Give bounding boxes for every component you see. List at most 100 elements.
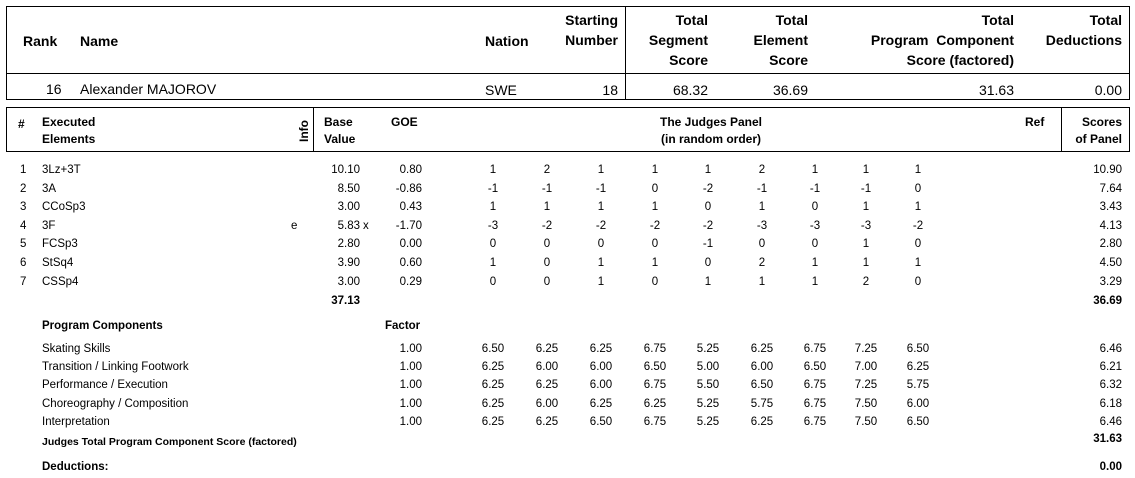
deductions-label: Deductions: xyxy=(42,461,109,473)
element-num: 1 xyxy=(20,164,27,176)
component-judge-mark: 6.25 xyxy=(535,343,559,355)
element-num: 2 xyxy=(20,182,27,195)
header-vline xyxy=(625,6,626,100)
element-judge-mark: -3 xyxy=(860,219,872,232)
scores-col-line xyxy=(1061,107,1062,152)
element-score: 10.90 xyxy=(1093,164,1122,176)
component-judge-mark: 5.25 xyxy=(696,415,720,428)
component-judge-mark: 5.00 xyxy=(696,361,720,374)
component-judge-mark: 6.25 xyxy=(643,397,667,410)
td-line1: Total xyxy=(1089,12,1122,28)
tpcs-line3: Score (factored) xyxy=(906,52,1014,68)
tes-line1: Total xyxy=(775,12,808,28)
component-name: Interpretation xyxy=(42,415,110,428)
skater-rank: 16 xyxy=(46,81,62,97)
component-factor: 1.00 xyxy=(399,361,422,374)
element-judge-mark: 1 xyxy=(758,275,766,288)
element-judge-mark: 1 xyxy=(651,164,659,176)
skater-starting-number: 18 xyxy=(602,82,618,98)
component-judge-mark: 6.50 xyxy=(906,343,930,355)
element-judge-mark: -2 xyxy=(649,219,661,232)
starting-number-line2: Number xyxy=(565,32,618,48)
element-judge-mark: -1 xyxy=(860,182,872,195)
component-judge-mark: 7.50 xyxy=(854,415,878,428)
component-score: 6.21 xyxy=(1099,361,1122,374)
name-header: Name xyxy=(80,33,119,49)
tpcs-line1: Total xyxy=(981,12,1014,28)
scores-line2: of Panel xyxy=(1075,132,1122,146)
element-judge-mark: 0 xyxy=(914,238,922,251)
component-name: Transition / Linking Footwork xyxy=(42,361,189,374)
element-base: 3.00 xyxy=(337,201,360,214)
element-judge-mark: 0 xyxy=(543,257,551,269)
base-value-header: Base Value xyxy=(324,114,355,148)
element-score: 4.13 xyxy=(1099,219,1122,232)
scores-of-panel-header: Scores of Panel xyxy=(1064,114,1122,148)
starting-number-header: Starting Number xyxy=(540,10,618,50)
component-judge-mark: 6.25 xyxy=(589,397,613,410)
element-judge-mark: 0 xyxy=(543,275,551,288)
element-goe: 0.43 xyxy=(399,201,422,214)
component-judge-mark: 6.25 xyxy=(481,379,505,392)
element-judge-mark: 2 xyxy=(758,164,766,176)
element-judge-mark: -1 xyxy=(487,182,499,195)
executed-elements-header: Executed Elements xyxy=(42,114,95,148)
element-judge-mark: 1 xyxy=(704,275,712,288)
element-goe: 0.00 xyxy=(399,238,422,251)
component-judge-mark: 6.75 xyxy=(803,379,827,392)
component-judge-mark: 6.25 xyxy=(481,415,505,428)
element-judge-mark: 1 xyxy=(862,257,870,269)
component-judge-mark: 7.25 xyxy=(854,379,878,392)
element-score: 3.29 xyxy=(1099,275,1122,288)
component-judge-mark: 6.75 xyxy=(643,379,667,392)
elements-score-total: 36.69 xyxy=(1093,295,1122,307)
total-deductions-header: Total Deductions xyxy=(1020,10,1122,50)
tes-line2: Element xyxy=(753,32,808,48)
element-judge-mark: 1 xyxy=(543,201,551,214)
component-judge-mark: 5.25 xyxy=(696,343,720,355)
element-num: 7 xyxy=(20,275,27,288)
element-judge-mark: -3 xyxy=(487,219,499,232)
element-judge-mark: 0 xyxy=(651,238,659,251)
tes-line3: Score xyxy=(769,52,808,68)
element-judge-mark: -2 xyxy=(702,219,714,232)
element-judge-mark: 0 xyxy=(704,257,712,269)
element-judge-mark: 1 xyxy=(489,164,497,176)
element-name: 3A xyxy=(42,182,57,195)
component-judge-mark: 6.75 xyxy=(803,415,827,428)
element-judge-mark: -3 xyxy=(756,219,768,232)
judges-panel-header: The Judges Panel (in random order) xyxy=(610,114,812,148)
component-judge-mark: 6.25 xyxy=(481,361,505,374)
element-info: e xyxy=(291,219,298,232)
element-judge-mark: 0 xyxy=(489,238,497,251)
component-judge-mark: 6.50 xyxy=(750,379,774,392)
component-factor: 1.00 xyxy=(399,397,422,410)
rank-header: Rank xyxy=(23,33,58,49)
component-judge-mark: 6.25 xyxy=(535,415,559,428)
pcs-total-score: 31.63 xyxy=(1093,433,1122,445)
component-name: Skating Skills xyxy=(42,343,111,355)
total-pcs-header: Total Program Component Score (factored) xyxy=(840,10,1014,70)
element-judge-mark: -2 xyxy=(541,219,553,232)
component-score: 6.46 xyxy=(1099,343,1122,355)
skater-tes: 36.69 xyxy=(772,82,808,98)
component-judge-mark: 6.00 xyxy=(589,379,613,392)
info-col-line xyxy=(313,107,314,152)
element-judge-mark: 1 xyxy=(862,201,870,214)
element-judge-mark: 0 xyxy=(758,238,766,251)
element-score: 7.64 xyxy=(1099,182,1122,195)
header-box xyxy=(6,6,1130,100)
element-base: 3.00 xyxy=(337,275,360,288)
element-goe: 0.80 xyxy=(399,164,422,176)
element-goe: -0.86 xyxy=(395,182,422,195)
tss-line2: Segment xyxy=(648,32,708,48)
element-judge-mark: 0 xyxy=(651,182,659,195)
element-judge-mark: -1 xyxy=(756,182,768,195)
info-header: Info xyxy=(297,120,311,142)
element-judge-mark: 2 xyxy=(543,164,551,176)
element-judge-mark: 0 xyxy=(597,238,605,251)
executed-line2: Elements xyxy=(42,132,96,146)
skater-tpcs: 31.63 xyxy=(978,82,1014,98)
component-factor: 1.00 xyxy=(399,379,422,392)
element-judge-mark: 1 xyxy=(704,164,712,176)
